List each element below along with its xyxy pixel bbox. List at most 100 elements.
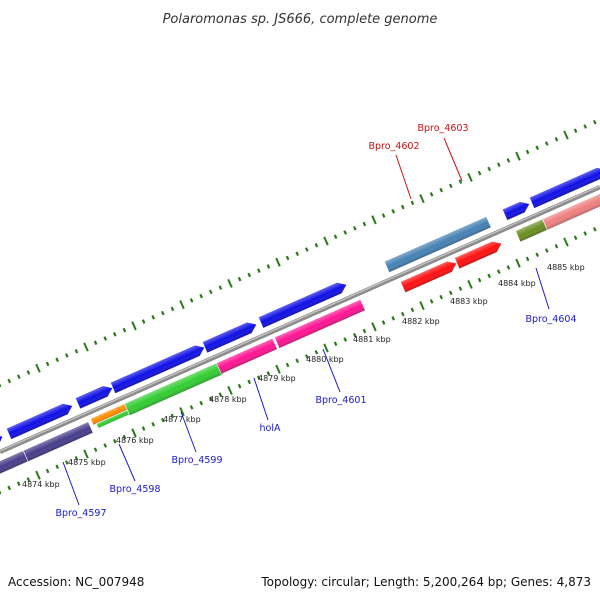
tick-mark (112, 439, 117, 444)
tick-mark (352, 333, 357, 338)
tick-mark (314, 349, 319, 355)
leader-line (253, 377, 269, 421)
gene-label-bpro-4599[interactable]: Bpro_4599 (172, 455, 223, 466)
tick-mark (208, 396, 213, 402)
gene-box[interactable] (201, 319, 259, 354)
tick-mark (83, 342, 89, 352)
gene-label-bpro-4598[interactable]: Bpro_4598 (110, 484, 161, 495)
tick-mark (247, 272, 252, 278)
gene-box[interactable] (528, 164, 600, 209)
tick-mark (343, 230, 348, 235)
kbp-label: 4880 kbp (306, 355, 344, 364)
gene-box[interactable] (542, 186, 600, 231)
tick-mark (7, 378, 12, 384)
gene-labels: Bpro_4603 Bpro_4602 Bpro_4604 Bpro_4601 … (56, 123, 577, 519)
kbp-label: 4879 kbp (258, 374, 296, 383)
tick-mark (141, 426, 146, 431)
tick-mark (285, 362, 290, 368)
tick-mark (275, 257, 281, 267)
tick-mark (515, 151, 521, 161)
tick-mark (448, 290, 453, 296)
gene-label-bpro-4602[interactable]: Bpro_4602 (369, 141, 420, 152)
tick-mark (74, 455, 79, 461)
kbp-label: 4878 kbp (209, 395, 247, 404)
gene-label-bpro-4597[interactable]: Bpro_4597 (56, 508, 107, 519)
tick-mark (26, 370, 31, 375)
tick-mark (362, 328, 367, 334)
tick-mark (93, 447, 98, 453)
gene-box[interactable] (454, 238, 504, 270)
gene-label-bpro-4604[interactable]: Bpro_4604 (526, 314, 577, 325)
kbp-label: 4877 kbp (163, 415, 201, 424)
tick-mark (208, 289, 213, 295)
gene-label-hola[interactable]: holA (260, 423, 281, 434)
gene-label-bpro-4601[interactable]: Bpro_4601 (316, 395, 367, 406)
tick-mark (410, 307, 415, 313)
tick-mark (554, 243, 559, 249)
gene-label-bpro-4603[interactable]: Bpro_4603 (418, 123, 469, 134)
tick-mark (535, 145, 540, 150)
gene-box[interactable] (0, 450, 29, 476)
tick-mark (7, 485, 12, 491)
tick-mark (467, 279, 473, 289)
tick-mark (170, 306, 175, 312)
tick-mark (35, 470, 41, 480)
gene-box[interactable] (501, 198, 532, 221)
tick-mark (256, 375, 261, 380)
gene-box[interactable] (257, 279, 349, 329)
tick-mark (218, 285, 223, 290)
tick-mark (323, 343, 329, 353)
tick-mark (189, 298, 194, 303)
kbp-label: 4882 kbp (402, 317, 440, 326)
tick-mark (343, 337, 348, 342)
tick-mark (391, 316, 396, 321)
accession-text: Accession: NC_007948 (8, 575, 144, 589)
gene-box[interactable] (400, 258, 459, 294)
tick-mark (506, 265, 511, 270)
tick-mark (525, 149, 530, 155)
tick-mark (131, 428, 137, 438)
tick-mark (592, 120, 597, 125)
tick-mark (439, 294, 444, 300)
leader-line (535, 267, 550, 310)
gene-box[interactable] (109, 342, 207, 394)
tick-mark (563, 237, 569, 247)
tick-mark (381, 213, 386, 218)
tick-mark (266, 264, 271, 269)
tick-mark (247, 379, 252, 385)
tick-mark (467, 172, 473, 182)
leader-line (443, 137, 463, 182)
tick-mark (103, 336, 108, 341)
tick-mark (381, 320, 386, 325)
gene-box[interactable] (216, 337, 278, 375)
gene-box[interactable] (124, 361, 225, 416)
gene-box[interactable] (5, 400, 75, 440)
backbone-line (0, 184, 600, 455)
tick-mark (477, 277, 482, 283)
tick-mark (189, 405, 194, 410)
gene-box[interactable] (383, 216, 492, 273)
tick-mark (314, 242, 319, 248)
tick-mark (45, 361, 50, 367)
gene-box[interactable] (274, 298, 366, 349)
tick-mark (429, 192, 434, 197)
tick-mark (295, 251, 300, 257)
tick-mark (122, 327, 127, 333)
tick-mark (275, 364, 281, 374)
kbp-label: 4875 kbp (68, 458, 106, 467)
tick-mark (563, 130, 569, 140)
gene-box[interactable] (22, 421, 94, 462)
leader-line (118, 443, 136, 482)
tick-mark (170, 413, 175, 419)
tick-mark (112, 332, 117, 337)
tick-mark (83, 449, 89, 459)
gene-box[interactable] (74, 382, 115, 410)
tick-mark (64, 353, 69, 358)
tick-mark (544, 248, 549, 253)
gene-box[interactable] (0, 431, 5, 451)
map-title: Polaromonas sp. JS666, complete genome (163, 12, 438, 27)
tick-mark (199, 400, 204, 406)
tick-mark (256, 268, 261, 273)
tick-mark (64, 460, 69, 465)
tick-mark (525, 256, 530, 262)
